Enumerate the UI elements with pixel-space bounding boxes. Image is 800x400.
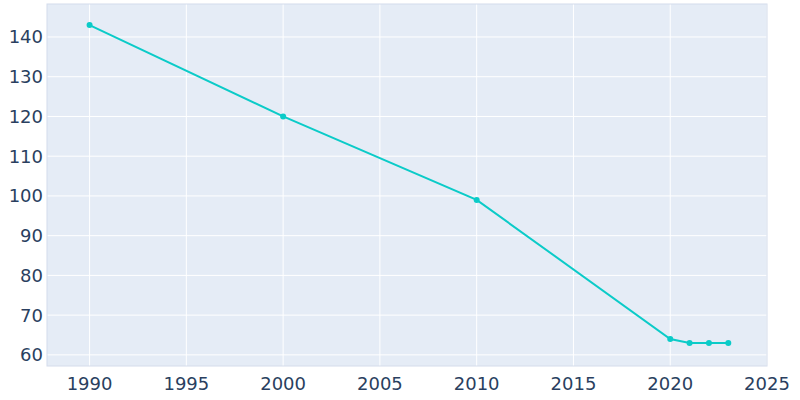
x-grid-line (283, 4, 284, 366)
marker (280, 113, 286, 119)
grid (47, 4, 767, 366)
x-tick-label: 1990 (67, 373, 113, 394)
y-tick-label: 140 (9, 26, 43, 47)
y-grid-line (47, 36, 767, 37)
marker (667, 336, 673, 342)
plot-background (47, 4, 767, 366)
marker (87, 22, 93, 28)
y-tick-label: 110 (9, 146, 43, 167)
y-grid-line (47, 116, 767, 117)
x-grid-line (476, 4, 477, 366)
y-grid-line (47, 315, 767, 316)
series (87, 22, 732, 346)
y-tick-label: 130 (9, 66, 43, 87)
marker (474, 197, 480, 203)
x-tick-label: 2020 (647, 373, 693, 394)
x-tick-label: 2015 (551, 373, 597, 394)
x-tick-label: 2025 (744, 373, 790, 394)
x-tick-label: 2010 (454, 373, 500, 394)
y-grid-line (47, 275, 767, 276)
y-tick-label: 90 (20, 225, 43, 246)
marker (687, 340, 693, 346)
y-grid-line (47, 235, 767, 236)
chart: 1990 1995 2000 2005 2010 2015 2020 2025 60 70 80 90… (0, 0, 800, 400)
marker (725, 340, 731, 346)
plot-frame (47, 4, 767, 366)
x-grid-line (186, 4, 187, 366)
x-tick-label: 2000 (260, 373, 306, 394)
x-grid-line (89, 4, 90, 366)
line (90, 25, 729, 343)
y-grid-line (47, 195, 767, 196)
y-grid-line (47, 354, 767, 355)
x-grid-line (670, 4, 671, 366)
y-tick-label: 70 (20, 305, 43, 326)
marker (706, 340, 712, 346)
y-grid-line (47, 76, 767, 77)
y-tick-label: 120 (9, 106, 43, 127)
y-tick-label: 80 (20, 265, 43, 286)
y-tick-label: 100 (9, 185, 43, 206)
x-tick-label: 2005 (357, 373, 403, 394)
y-tick-label: 60 (20, 344, 43, 365)
x-grid-line (573, 4, 574, 366)
x-tick-label: 1995 (163, 373, 209, 394)
x-grid-line (379, 4, 380, 366)
y-grid-line (47, 156, 767, 157)
